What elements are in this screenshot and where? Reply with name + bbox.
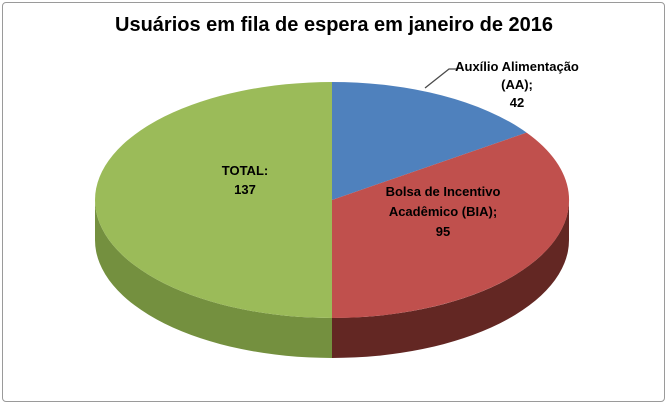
data-label-value: 42 xyxy=(509,95,525,110)
data-label-total: TOTAL: 137 xyxy=(185,161,305,199)
chart-title: Usuários em fila de espera em janeiro de… xyxy=(115,14,553,36)
pie-slice-side-total xyxy=(95,200,332,358)
leader-line-aa xyxy=(424,68,457,89)
data-label-line: TOTAL: xyxy=(221,163,269,178)
data-label-value: 95 xyxy=(435,224,451,239)
pie-slice-aux-lio-alimenta-o-aa-[interactable] xyxy=(332,81,527,200)
pie-slice-side-bolsa-de-incentivo-acad-mico-bia- xyxy=(332,200,569,358)
pie-slice-bolsa-de-incentivo-acad-mico-bia-[interactable] xyxy=(332,132,570,319)
data-label-line: Acadêmico (BIA); xyxy=(388,204,498,219)
data-label-value: 137 xyxy=(234,182,256,197)
data-label-line: (AA); xyxy=(501,77,533,92)
data-label-auxilio-alimentacao: Auxílio Alimentação (AA); 42 xyxy=(437,58,597,112)
data-label-line: Bolsa de Incentivo xyxy=(385,184,501,199)
pie-slice-total[interactable] xyxy=(95,82,332,318)
data-label-line: Auxílio Alimentação xyxy=(455,59,579,74)
data-label-bolsa-incentivo: Bolsa de Incentivo Acadêmico (BIA); 95 xyxy=(363,182,523,242)
pie-slices xyxy=(95,81,570,358)
